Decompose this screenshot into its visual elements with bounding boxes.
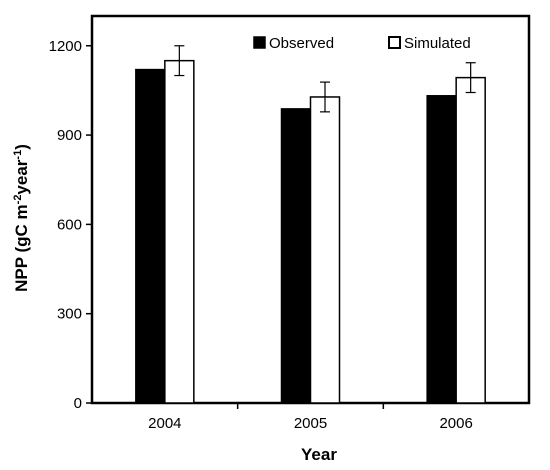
legend-label-observed: Observed	[269, 35, 334, 52]
y-axis-title: NPP (gC m-2year-1)	[12, 144, 31, 292]
x-tick-label: 2004	[148, 415, 181, 432]
legend-label-simulated: Simulated	[404, 35, 471, 52]
y-axis-title-mid: year	[12, 159, 31, 194]
y-axis-title-main: NPP (gC m	[12, 204, 31, 292]
x-tick-label: 2005	[294, 415, 327, 432]
y-tick-label: 900	[57, 127, 82, 144]
y-axis: 0 300 600 900 1200	[49, 38, 92, 412]
y-axis-title-sup1: -2	[12, 195, 24, 205]
y-tick-label: 1200	[49, 38, 82, 55]
bar-observed-2005	[280, 108, 312, 404]
bar-simulated-2005	[309, 96, 341, 404]
error-bars	[174, 45, 476, 113]
x-axis-title: Year	[301, 445, 337, 464]
bar-observed-2006	[426, 95, 457, 404]
y-axis-title-sup2: -1	[12, 150, 24, 160]
y-tick-label: 0	[74, 395, 82, 412]
legend: Observed Simulated	[253, 35, 471, 52]
x-tick-label: 2006	[439, 415, 472, 432]
x-axis: 2004 2005 2006	[148, 403, 473, 432]
y-tick-label: 600	[57, 216, 82, 233]
y-tick-label: 300	[57, 306, 82, 323]
y-axis-title-end: )	[12, 144, 31, 150]
bar-observed-2004	[135, 68, 166, 404]
bar-simulated-2006	[455, 76, 486, 404]
legend-swatch-simulated	[388, 36, 401, 49]
bars	[135, 59, 486, 404]
bar-simulated-2004	[164, 59, 195, 404]
legend-swatch-observed	[253, 36, 266, 49]
